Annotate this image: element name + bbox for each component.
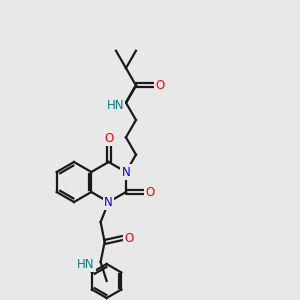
Text: N: N [104,196,113,208]
Text: HN: HN [106,99,124,112]
Text: O: O [145,185,154,199]
Text: HN: HN [77,257,94,271]
Text: O: O [155,79,165,92]
Text: O: O [104,131,113,145]
Text: N: N [122,166,130,178]
Text: O: O [124,232,133,244]
